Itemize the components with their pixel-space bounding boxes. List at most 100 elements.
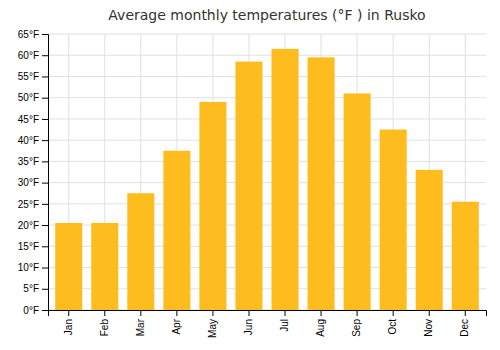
tick-label: 0°F — [23, 305, 39, 316]
x-tick: May — [207, 310, 218, 338]
tick-mark — [42, 34, 48, 35]
y-tick: 20°F — [18, 220, 48, 231]
y-tick: 0°F — [23, 305, 48, 316]
tick-mark — [42, 119, 48, 120]
tick-label: Feb — [99, 319, 110, 337]
tick-mark — [321, 310, 322, 316]
tick-label: Jul — [279, 319, 290, 332]
y-tick: 65°F — [18, 29, 48, 40]
tick-label: 35°F — [18, 156, 39, 167]
bar — [452, 202, 479, 310]
grid-line-y — [48, 97, 486, 98]
tick-mark — [429, 310, 430, 316]
tick-mark — [140, 310, 141, 316]
x-tick: Sep — [351, 310, 362, 337]
tick-label: May — [207, 319, 218, 338]
y-tick: 60°F — [18, 50, 48, 61]
chart-container: 0°F 5°F 10°F 15°F 20°F 25°F 30°F 35°F 40°F 45°F 50… — [0, 0, 500, 350]
tick-mark — [42, 161, 48, 162]
grid-line-y — [48, 34, 486, 35]
y-tick: 55°F — [18, 71, 48, 82]
y-tick: 40°F — [18, 135, 48, 146]
x-axis: Jan Feb Mar Apr May Jun Jul Aug Sep Oct Nov Dec — [49, 310, 487, 338]
tick-label: 30°F — [18, 177, 39, 188]
grid-line-y — [48, 76, 486, 77]
tick-label: Sep — [351, 319, 362, 337]
tick-mark — [104, 310, 105, 316]
x-tick: Oct — [387, 310, 398, 335]
tick-label: 15°F — [18, 241, 39, 252]
bar — [127, 193, 154, 310]
tick-mark — [42, 310, 48, 311]
grid-line-y — [48, 118, 486, 119]
x-tick: Feb — [99, 310, 110, 336]
tick-mark — [42, 289, 48, 290]
tick-mark — [42, 246, 48, 247]
bar — [163, 151, 190, 310]
tick-mark — [42, 268, 48, 269]
tick-label: 40°F — [18, 135, 39, 146]
tick-label: 50°F — [18, 92, 39, 103]
tick-mark — [393, 310, 394, 316]
tick-label: 60°F — [18, 50, 39, 61]
tick-label: Jan — [63, 319, 74, 335]
bar — [91, 223, 118, 310]
x-tick: Mar — [135, 310, 146, 336]
tick-mark — [68, 310, 69, 316]
tick-mark — [176, 310, 177, 316]
bars — [55, 49, 479, 310]
tick-label: 45°F — [18, 114, 39, 125]
tick-label: 20°F — [18, 220, 39, 231]
grid-line-y — [48, 140, 486, 141]
y-axis: 0°F 5°F 10°F 15°F 20°F 25°F 30°F 35°F 40°F 45°F 50… — [18, 29, 49, 316]
y-tick: 50°F — [18, 92, 48, 103]
axis-line — [49, 311, 487, 317]
x-tick: Jul — [279, 310, 290, 332]
bar — [380, 130, 407, 310]
tick-mark — [465, 310, 466, 316]
x-tick: Jan — [63, 310, 74, 335]
y-tick: 35°F — [18, 156, 48, 167]
tick-label: 25°F — [18, 199, 39, 210]
x-tick: Nov — [423, 310, 434, 337]
tick-label: Dec — [459, 319, 470, 337]
x-tick: Aug — [315, 310, 326, 337]
tick-label: Nov — [423, 319, 434, 337]
tick-mark — [42, 55, 48, 56]
bar — [235, 62, 262, 310]
bar — [308, 57, 335, 310]
y-tick: 5°F — [23, 283, 48, 294]
y-tick: 25°F — [18, 199, 48, 210]
plot-area: 0°F 5°F 10°F 15°F 20°F 25°F 30°F 35°F 40°F 45°F 50… — [18, 29, 487, 338]
axis-line — [42, 35, 49, 311]
tick-label: Jun — [243, 319, 254, 335]
tick-label: 10°F — [18, 262, 39, 273]
chart-svg: 0°F 5°F 10°F 15°F 20°F 25°F 30°F 35°F 40°F 45°F 50… — [0, 0, 500, 350]
tick-label: Mar — [135, 318, 146, 336]
x-tick: Jun — [243, 310, 254, 335]
title: Average monthly temperatures (°F ) in Ru… — [108, 7, 425, 23]
y-tick: 10°F — [18, 262, 48, 273]
tick-mark — [42, 183, 48, 184]
tick-mark — [42, 204, 48, 205]
y-tick: 30°F — [18, 177, 48, 188]
tick-mark — [42, 76, 48, 77]
grid-line-y — [48, 55, 486, 56]
bar — [416, 170, 443, 310]
tick-label: Apr — [171, 318, 182, 334]
x-tick: Apr — [171, 310, 182, 335]
bar — [199, 102, 226, 310]
tick-mark — [285, 310, 286, 316]
tick-mark — [212, 310, 213, 316]
bar — [272, 49, 299, 310]
tick-label: Oct — [387, 319, 398, 335]
tick-label: 5°F — [23, 283, 39, 294]
tick-mark — [42, 225, 48, 226]
tick-label: 65°F — [18, 29, 39, 40]
bar — [55, 223, 82, 310]
y-tick: 15°F — [18, 241, 48, 252]
tick-mark — [248, 310, 249, 316]
x-tick: Dec — [459, 310, 470, 337]
tick-mark — [42, 140, 48, 141]
tick-mark — [357, 310, 358, 316]
